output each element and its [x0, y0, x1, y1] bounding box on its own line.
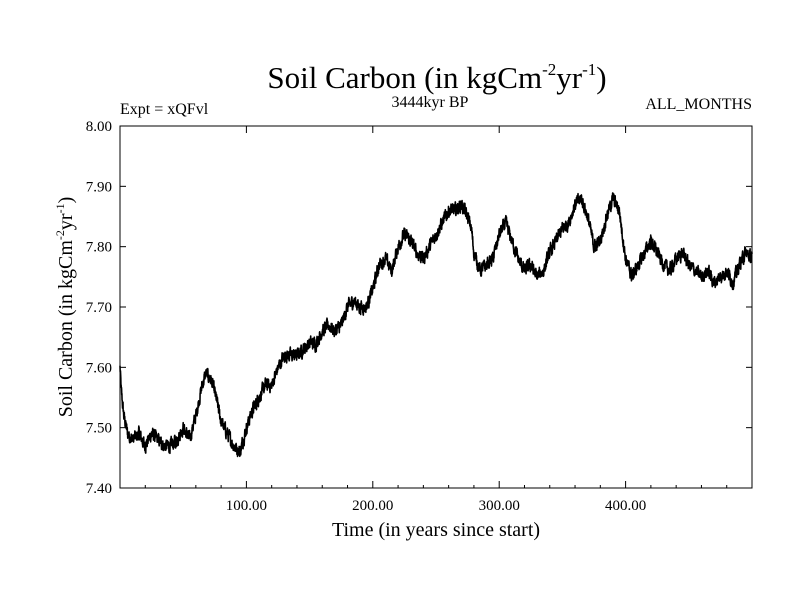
- plot-frame: [119, 125, 753, 489]
- subtitle-months: ALL_MONTHS: [645, 96, 752, 113]
- x-tick-label: 400.00: [605, 498, 646, 514]
- y-axis: 7.40 7.50 7.60 7.70 7.80 7.90 8.00: [86, 119, 752, 497]
- y-tick-label: 7.40: [86, 481, 112, 497]
- x-axis: 100.00 200.00 300.00 400.00: [144, 126, 728, 514]
- y-tick-label: 7.90: [86, 179, 112, 195]
- y-tick-label: 7.80: [86, 240, 112, 256]
- x-tick-label: 100.00: [226, 498, 267, 514]
- chart-title: Soil Carbon (in kgCm-2yr-1): [267, 60, 606, 95]
- y-tick-label: 7.60: [86, 360, 112, 376]
- x-tick-label: 200.00: [352, 498, 393, 514]
- y-tick-label: 7.70: [86, 300, 112, 316]
- series-group: [119, 192, 753, 458]
- subtitle-period: 3444kyr BP: [392, 94, 469, 111]
- series-line: [119, 192, 753, 458]
- x-axis-label: Time (in years since start): [332, 519, 540, 541]
- y-tick-label: 8.00: [86, 119, 112, 135]
- y-tick-label: 7.50: [86, 421, 112, 437]
- x-tick-label: 300.00: [479, 498, 520, 514]
- y-axis-label: Soil Carbon (in kgCm-2yr-1): [53, 197, 77, 418]
- subtitle-experiment: Expt = xQFvl: [120, 101, 209, 118]
